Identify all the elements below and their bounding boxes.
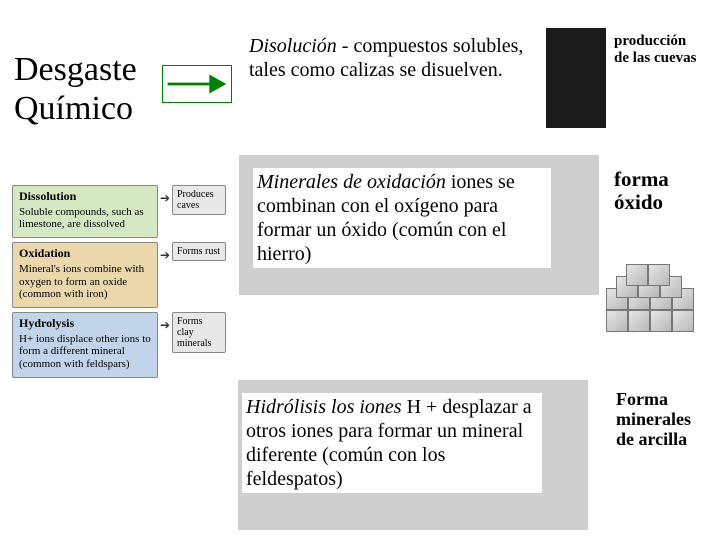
- sidebar-table: Dissolution Soluble compounds, such as l…: [12, 185, 242, 382]
- sidebar-right-hydrolysis: Forms clay minerals: [172, 312, 226, 353]
- sidebar-right-oxidation: Forms rust: [172, 242, 226, 261]
- cubes-graphic: [600, 248, 704, 328]
- label-cuevas: producción de las cuevas: [614, 33, 697, 66]
- label-oxido-l1: forma: [614, 167, 669, 191]
- title-line1: Desgaste: [14, 51, 137, 88]
- label-arcilla-l2: minerales: [616, 409, 691, 429]
- label-oxido: forma óxido: [614, 168, 669, 214]
- sidebar-left-hydrolysis: Hydrolysis H+ ions displace other ions t…: [12, 312, 158, 378]
- sb-diss-body: Soluble compounds, such as limestone, ar…: [19, 206, 144, 231]
- box-oxidacion-lead: Minerales de oxidación: [257, 171, 446, 193]
- label-cuevas-l1: producción: [614, 33, 686, 49]
- box-hidrolisis-lead: Hidrólisis los iones: [246, 396, 402, 418]
- sidebar-left-oxidation: Oxidation Mineral's ions combine with ox…: [12, 242, 158, 308]
- sb-hyd-head: Hydrolysis: [19, 317, 151, 331]
- arrow-icon: ➔: [158, 312, 172, 333]
- sb-hyd-body: H+ ions displace other ions to form a di…: [19, 333, 151, 370]
- box-hidrolisis: Hidrólisis los iones H + desplazar a otr…: [242, 393, 542, 493]
- sidebar-row-oxidation: Oxidation Mineral's ions combine with ox…: [12, 242, 242, 308]
- label-oxido-l2: óxido: [614, 190, 663, 214]
- sidebar-row-dissolution: Dissolution Soluble compounds, such as l…: [12, 185, 242, 238]
- sb-diss-head: Dissolution: [19, 190, 151, 204]
- sidebar-left-dissolution: Dissolution Soluble compounds, such as l…: [12, 185, 158, 238]
- sb-oxid-head: Oxidation: [19, 247, 151, 261]
- arrow-icon: ➔: [158, 242, 172, 263]
- arrow-icon: ➔: [158, 185, 172, 206]
- page-title: Desgaste Químico: [14, 50, 137, 128]
- box-oxidacion: Minerales de oxidación iones se combinan…: [253, 168, 551, 268]
- sidebar-right-dissolution: Produces caves: [172, 185, 226, 215]
- sb-oxid-body: Mineral's ions combine with oxygen to fo…: [19, 263, 144, 300]
- box-disolucion-lead: Disolución: [249, 35, 337, 57]
- label-arcilla-l1: Forma: [616, 389, 668, 409]
- sb-hyd-right: Forms clay minerals: [177, 316, 211, 349]
- label-arcilla-l3: de arcilla: [616, 429, 687, 449]
- box-disolucion: Disolución - compuestos solubles, tales …: [245, 32, 528, 84]
- sb-diss-right: Produces caves: [177, 189, 214, 211]
- title-line2: Químico: [14, 90, 133, 127]
- sb-oxid-right: Forms rust: [177, 246, 220, 257]
- label-arcilla: Forma minerales de arcilla: [616, 390, 691, 449]
- label-cuevas-l2: de las cuevas: [614, 50, 697, 66]
- sidebar-row-hydrolysis: Hydrolysis H+ ions displace other ions t…: [12, 312, 242, 378]
- arrow-graphic: [162, 65, 232, 103]
- bg-dark-top: [546, 28, 606, 128]
